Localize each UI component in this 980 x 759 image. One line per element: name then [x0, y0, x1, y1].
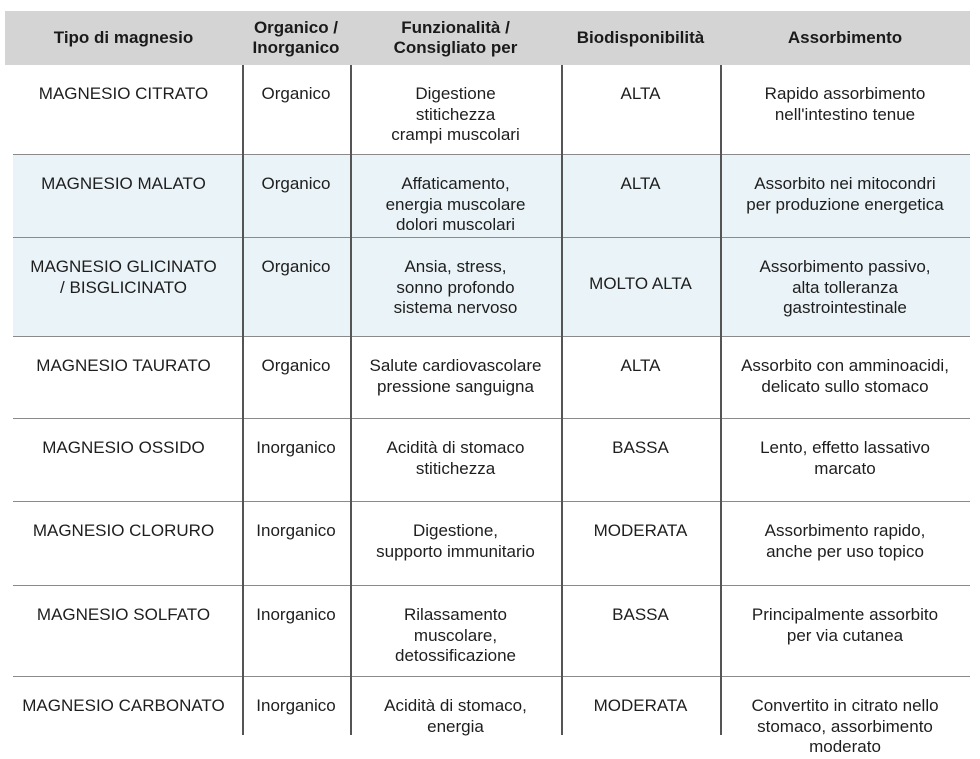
- table-cell: Salute cardiovascolare pressione sanguig…: [369, 356, 542, 396]
- column-divider: [720, 65, 722, 735]
- table-cell: Principalmente assorbito per via cutanea: [751, 605, 939, 645]
- table-cell: BASSA: [612, 605, 669, 624]
- table-cell: Assorbimento rapido, anche per uso topic…: [764, 521, 926, 561]
- table-row: [13, 502, 970, 586]
- table-cell: Rilassamento muscolare, detossificazione: [395, 605, 516, 665]
- column-header: Tipo di magnesio: [53, 28, 194, 47]
- table-cell: MAGNESIO TAURATO: [36, 356, 211, 375]
- table-cell: Digestione stitichezza crampi muscolari: [391, 84, 520, 144]
- table-cell: Ansia, stress, sonno profondo sistema ne…: [393, 257, 518, 317]
- table-cell: Rapido assorbimento nell'intestino tenue: [764, 84, 926, 124]
- column-header: Funzionalità / Consigliato per: [393, 18, 518, 57]
- table-cell: BASSA: [612, 438, 669, 457]
- table-cell: Acidità di stomaco, energia: [384, 696, 527, 736]
- table-row: [13, 586, 970, 677]
- table-cell: Organico: [261, 257, 331, 276]
- table-cell: Assorbimento passivo, alta tolleranza ga…: [759, 257, 931, 317]
- table-cell: MAGNESIO SOLFATO: [36, 605, 211, 624]
- column-header: Assorbimento: [787, 28, 903, 47]
- table-cell: Assorbito con amminoacidi, delicato sull…: [741, 356, 949, 396]
- table-cell: Digestione, supporto immunitario: [376, 521, 535, 561]
- column-divider: [242, 65, 244, 735]
- table-cell: MOLTO ALTA: [589, 274, 692, 293]
- table-row: [13, 155, 970, 238]
- column-header: Biodisponibilità: [576, 28, 705, 47]
- table-row: [13, 419, 970, 502]
- table-cell: Acidità di stomaco stitichezza: [386, 438, 525, 478]
- table-cell: ALTA: [620, 356, 661, 375]
- table-cell: Inorganico: [256, 696, 336, 715]
- table-cell: MAGNESIO CITRATO: [38, 84, 209, 103]
- table-cell: Assorbito nei mitocondri per produzione …: [746, 174, 944, 214]
- table-cell: Inorganico: [256, 438, 336, 457]
- table-cell: Inorganico: [256, 521, 336, 540]
- table-cell: ALTA: [620, 174, 661, 193]
- column-divider: [350, 65, 352, 735]
- column-header: Organico / Inorganico: [252, 18, 340, 57]
- table-cell: Organico: [261, 84, 331, 103]
- table-cell: MAGNESIO MALATO: [41, 174, 206, 193]
- table-cell: Convertito in citrato nello stomaco, ass…: [751, 696, 939, 756]
- table-cell: MAGNESIO GLICINATO / BISGLICINATO: [30, 257, 217, 297]
- table-row: [13, 238, 970, 337]
- table-cell: Organico: [261, 356, 331, 375]
- table-cell: Inorganico: [256, 605, 336, 624]
- table-cell: MODERATA: [593, 696, 688, 715]
- table-row: [13, 65, 970, 155]
- table-cell: ALTA: [620, 84, 661, 103]
- header-row: [5, 11, 970, 65]
- column-divider: [561, 65, 563, 735]
- table-cell: MAGNESIO CARBONATO: [22, 696, 225, 715]
- table-cell: Lento, effetto lassativo marcato: [760, 438, 930, 478]
- table-cell: MAGNESIO OSSIDO: [42, 438, 205, 457]
- table-row: [13, 337, 970, 419]
- table-cell: MAGNESIO CLORURO: [32, 521, 215, 540]
- table-cell: Organico: [261, 174, 331, 193]
- table-cell: MODERATA: [593, 521, 688, 540]
- table-cell: Affaticamento, energia muscolare dolori …: [385, 174, 526, 234]
